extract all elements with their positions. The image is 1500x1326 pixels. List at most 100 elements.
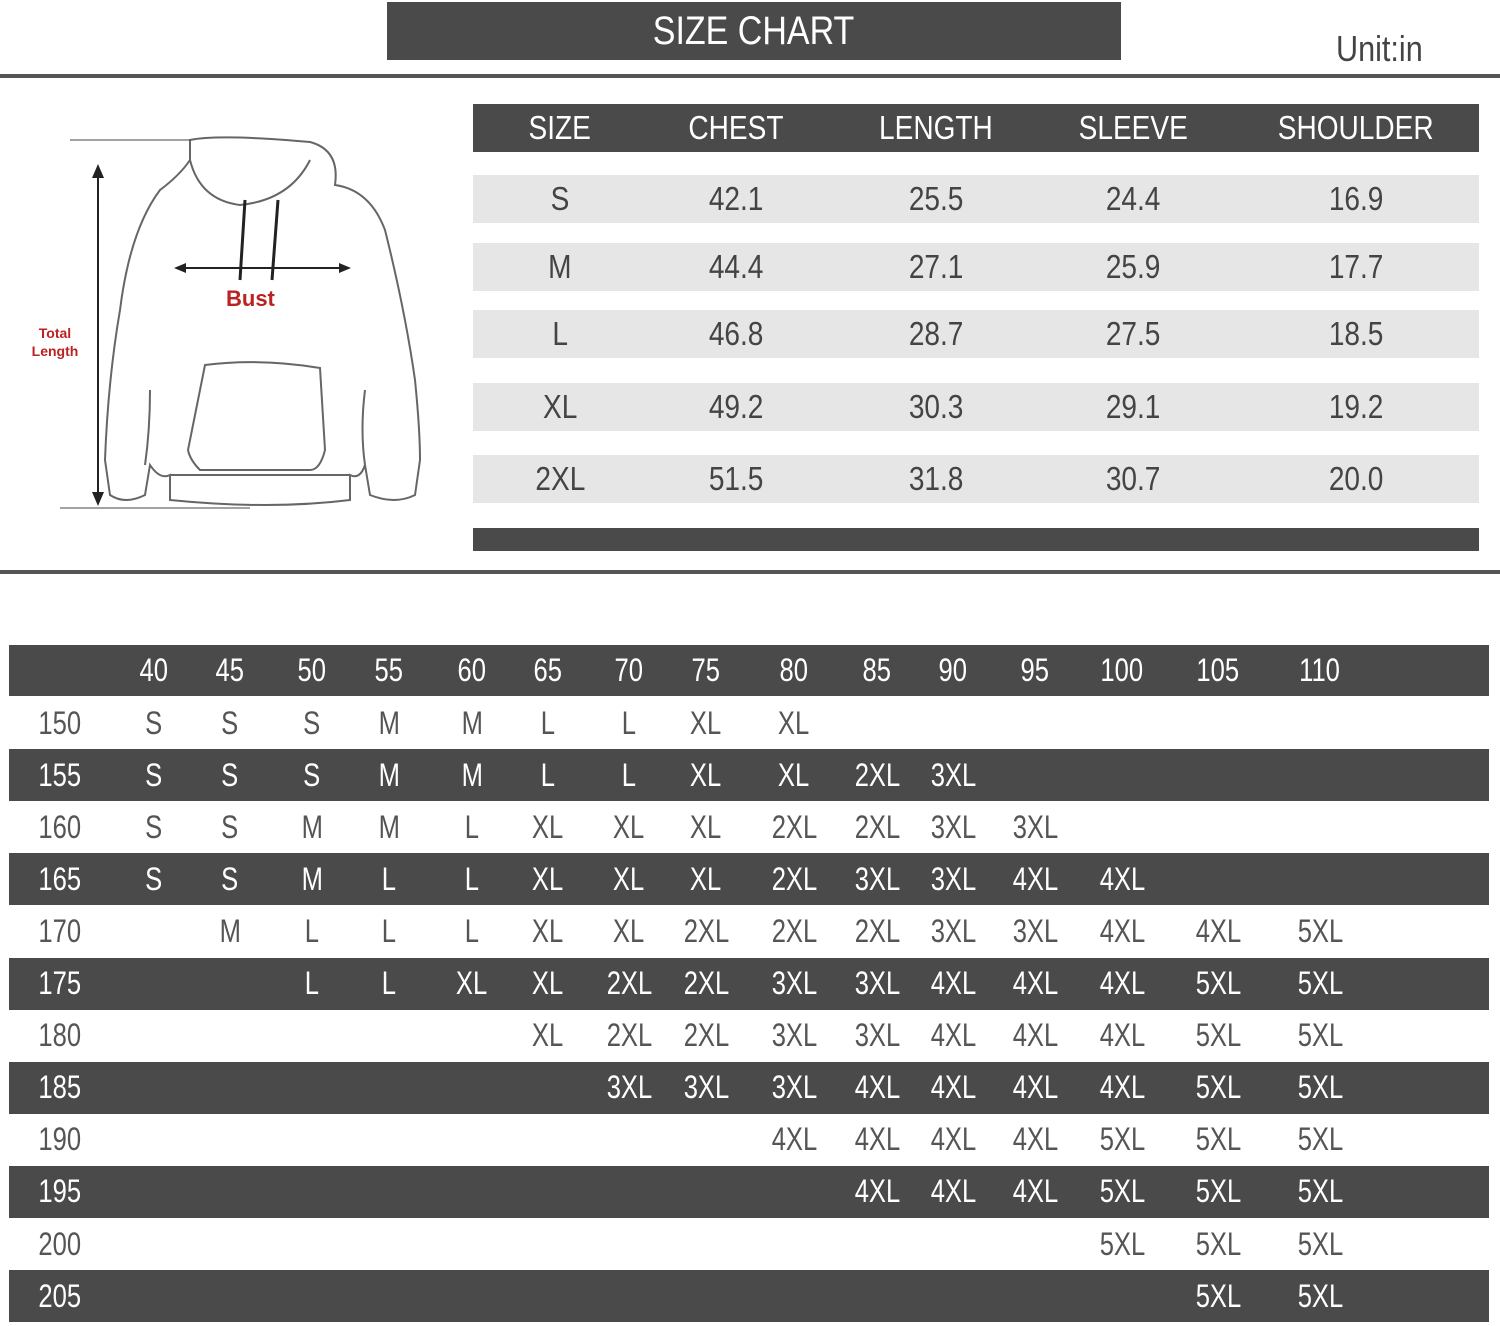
size-cell: XL bbox=[488, 958, 608, 1010]
height-label: 185 bbox=[0, 1062, 120, 1114]
total-length-label-line2: Length bbox=[31, 343, 79, 359]
size-value: S bbox=[145, 704, 163, 741]
size-cell: 4XL bbox=[1062, 1062, 1182, 1114]
size-value: 5XL bbox=[1297, 1225, 1343, 1262]
size-cell: 3XL bbox=[734, 1010, 854, 1062]
divider bbox=[0, 570, 1500, 574]
table-row: M 44.4 27.1 25.9 17.7 bbox=[473, 243, 1479, 291]
size-cell: 3XL bbox=[734, 958, 854, 1010]
size-cell: M bbox=[329, 697, 449, 749]
table-cell: 42.1 bbox=[636, 175, 836, 223]
size-cell: 4XL bbox=[893, 1062, 1013, 1114]
size-cell: 4XL bbox=[975, 853, 1095, 905]
size-value: 5XL bbox=[1297, 965, 1343, 1001]
size-cell: 2XL bbox=[817, 801, 937, 853]
size-value: 4XL bbox=[1099, 965, 1145, 1001]
size-value: 4XL bbox=[1099, 1017, 1145, 1054]
size-cell: 5XL bbox=[1260, 1062, 1380, 1114]
size-value: 5XL bbox=[1099, 1121, 1145, 1158]
weight-header: 95 bbox=[975, 645, 1095, 696]
weight-value: 90 bbox=[938, 652, 968, 688]
table-cell: 30.7 bbox=[1033, 455, 1233, 503]
size-cell: 4XL bbox=[817, 1114, 937, 1166]
size-cell: 3XL bbox=[893, 905, 1013, 957]
weight-value: 65 bbox=[533, 652, 563, 688]
cell-value: 49.2 bbox=[708, 388, 764, 425]
size-cell: 5XL bbox=[1260, 1010, 1380, 1062]
size-cell: 4XL bbox=[1062, 905, 1182, 957]
size-value: M bbox=[378, 756, 400, 793]
size-value: 5XL bbox=[1297, 1069, 1343, 1106]
size-cell: M bbox=[412, 697, 532, 749]
cell-value: 2XL bbox=[535, 460, 585, 497]
size-value: L bbox=[304, 965, 320, 1001]
size-cell: 4XL bbox=[893, 1166, 1013, 1218]
table-footer-bar bbox=[473, 528, 1479, 551]
column-header-text: CHEST bbox=[688, 109, 784, 146]
size-value: 4XL bbox=[854, 1173, 900, 1210]
column-header: SLEEVE bbox=[1033, 104, 1233, 152]
size-cell: L bbox=[329, 958, 449, 1010]
size-value: 2XL bbox=[683, 1017, 729, 1054]
weight-header: 50 bbox=[252, 645, 372, 696]
weight-value: 100 bbox=[1100, 652, 1144, 688]
cell-value: 31.8 bbox=[908, 460, 964, 497]
size-value: L bbox=[464, 808, 480, 845]
weight-value: 95 bbox=[1020, 652, 1050, 688]
size-value: 5XL bbox=[1195, 1017, 1241, 1054]
cell-value: XL bbox=[542, 388, 578, 425]
size-value: S bbox=[303, 756, 321, 793]
height-value: 190 bbox=[38, 1121, 82, 1158]
height-value: 185 bbox=[38, 1069, 82, 1106]
size-value: XL bbox=[690, 860, 722, 897]
weight-header: 55 bbox=[329, 645, 449, 696]
column-header: SHOULDER bbox=[1256, 104, 1456, 152]
table-cell: S bbox=[460, 175, 660, 223]
cell-value: 28.7 bbox=[908, 315, 964, 352]
size-value: L bbox=[304, 912, 320, 949]
size-value: 5XL bbox=[1195, 965, 1241, 1001]
size-cell: S bbox=[170, 697, 290, 749]
size-cell: XL bbox=[488, 801, 608, 853]
size-value: 3XL bbox=[771, 1069, 817, 1106]
height-label: 165 bbox=[0, 853, 120, 905]
size-cell: S bbox=[94, 853, 214, 905]
size-value: XL bbox=[456, 965, 488, 1001]
size-value: 4XL bbox=[1012, 1121, 1058, 1158]
size-value: 3XL bbox=[930, 860, 976, 897]
size-cell: L bbox=[488, 749, 608, 801]
weight-header: 80 bbox=[734, 645, 854, 696]
height-label: 190 bbox=[0, 1114, 120, 1166]
size-cell: 4XL bbox=[893, 1010, 1013, 1062]
column-header-text: LENGTH bbox=[879, 109, 993, 146]
weight-value: 70 bbox=[614, 652, 644, 688]
size-cell: 5XL bbox=[1260, 905, 1380, 957]
size-value: 4XL bbox=[771, 1121, 817, 1158]
weight-header: 45 bbox=[170, 645, 290, 696]
size-value: 5XL bbox=[1099, 1173, 1145, 1210]
height-value: 205 bbox=[38, 1277, 82, 1314]
size-value: L bbox=[621, 756, 637, 793]
table-row: 165 S S M L L XL XL XL 2XL 3XL 3XL 4XL 4XL bbox=[9, 853, 1489, 906]
size-value: 3XL bbox=[683, 1069, 729, 1106]
cell-value: 20.0 bbox=[1328, 460, 1384, 497]
size-value: 4XL bbox=[930, 1069, 976, 1106]
table-cell: 27.1 bbox=[836, 243, 1036, 291]
weight-value: 75 bbox=[691, 652, 721, 688]
size-cell: 5XL bbox=[1062, 1166, 1182, 1218]
size-cell: 5XL bbox=[1260, 1166, 1380, 1218]
size-cell: M bbox=[252, 853, 372, 905]
cell-value: 24.4 bbox=[1105, 180, 1161, 217]
size-cell: 3XL bbox=[975, 905, 1095, 957]
table-cell: 18.5 bbox=[1256, 310, 1456, 358]
size-value: 3XL bbox=[854, 965, 900, 1001]
size-cell: S bbox=[252, 749, 372, 801]
size-value: 3XL bbox=[930, 912, 976, 949]
cell-value: 42.1 bbox=[708, 180, 764, 217]
size-value: L bbox=[381, 912, 397, 949]
size-value: 5XL bbox=[1195, 1173, 1241, 1210]
weight-value: 55 bbox=[374, 652, 404, 688]
table-cell: 46.8 bbox=[636, 310, 836, 358]
size-cell: 3XL bbox=[817, 958, 937, 1010]
size-cell: L bbox=[412, 853, 532, 905]
